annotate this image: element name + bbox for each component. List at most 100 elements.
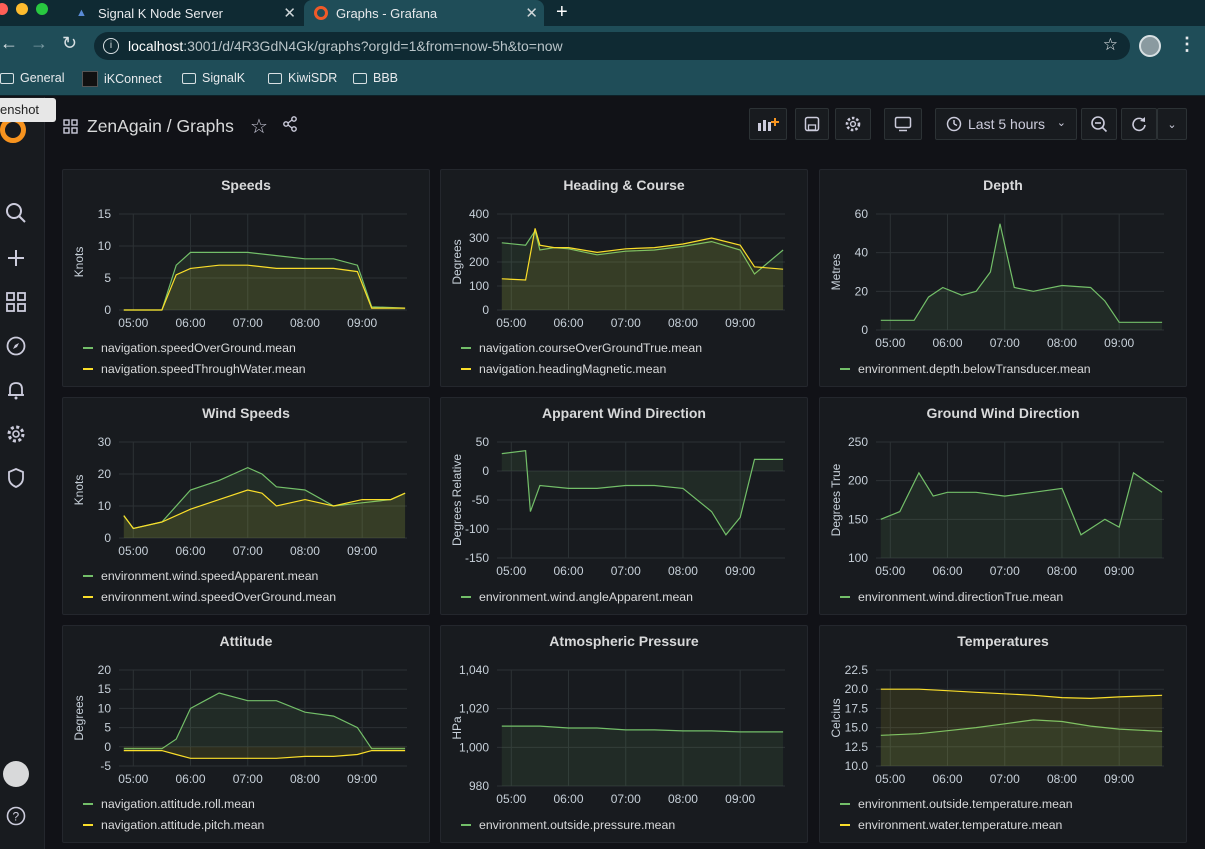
y-tick-label: 5 [104, 271, 111, 285]
panel-depth[interactable]: Depth 60 40 20 0 05:00 06:00 07:00 08:00 09:00 Met… [819, 169, 1187, 387]
avatar[interactable] [3, 761, 29, 787]
panel-heading[interactable]: Heading & Course 400 300 200 100 0 05:00 06:00 0… [440, 169, 808, 387]
help-icon[interactable]: ? [5, 805, 27, 827]
plus-icon[interactable]: + [556, 1, 568, 23]
panel-temps[interactable]: Temperatures 22.5 20.0 17.5 15.0 12.5 10.0 05:0… [819, 625, 1187, 843]
panel-title[interactable]: Depth [983, 177, 1023, 193]
plus-icon[interactable] [5, 247, 27, 269]
avatar[interactable] [1139, 35, 1161, 57]
legend-item[interactable]: environment.water.temperature.mean [840, 818, 1062, 832]
x-tick-label: 09:00 [1104, 772, 1134, 786]
y-tick-label: 15.0 [845, 721, 869, 735]
legend-label: navigation.courseOverGroundTrue.mean [479, 341, 703, 355]
chart-speeds: 15 10 5 0 05:00 06:00 07:00 08:00 09:00 Knots [72, 207, 407, 330]
dashboard-navbar: ZenAgain / Graphs ☆ Last 5 hours ⌄ ⌄ [45, 97, 1205, 155]
dashboards-icon[interactable] [5, 291, 27, 313]
legend-item[interactable]: navigation.headingMagnetic.mean [461, 362, 666, 376]
legend-item[interactable]: environment.outside.temperature.mean [840, 797, 1073, 811]
legend-label: navigation.headingMagnetic.mean [479, 362, 667, 376]
x-tick-label: 07:00 [990, 336, 1020, 350]
series-line [501, 228, 784, 281]
bookmark-kiwisdr[interactable]: KiwiSDR [268, 71, 337, 85]
panel-title[interactable]: Ground Wind Direction [926, 405, 1080, 421]
save-button[interactable] [795, 108, 829, 140]
shield-icon[interactable] [5, 467, 27, 489]
bookmark-signalk[interactable]: SignalK [182, 71, 245, 85]
star-icon[interactable]: ☆ [1102, 35, 1118, 54]
panel-title[interactable]: Heading & Course [563, 177, 685, 193]
chart-gwd: 250 200 150 100 05:00 06:00 07:00 08:00 09:00 Deg… [829, 435, 1164, 578]
y-tick-label: 40 [855, 246, 869, 260]
panel-speeds[interactable]: Speeds 15 10 5 0 05:00 06:00 07:00 08:00 09:00 Kno… [62, 169, 430, 387]
menu-icon[interactable]: ⋮ [1178, 34, 1196, 54]
gear-icon[interactable] [5, 423, 27, 445]
panel-title[interactable]: Attitude [219, 633, 273, 649]
bookmark-bbb[interactable]: BBB [353, 71, 398, 85]
panel-pressure[interactable]: Atmospheric Pressure 1,040 1,020 1,000 980 05… [440, 625, 808, 843]
legend-item[interactable]: navigation.courseOverGroundTrue.mean [461, 341, 702, 355]
panel-title[interactable]: Speeds [221, 177, 271, 193]
legend-item[interactable]: navigation.attitude.pitch.mean [83, 818, 264, 832]
search-icon[interactable] [5, 202, 27, 224]
panel-gwd[interactable]: Ground Wind Direction 250 200 150 100 05:00 06… [819, 397, 1187, 615]
forward-icon[interactable]: → [30, 33, 48, 53]
legend-item[interactable]: environment.wind.angleApparent.mean [461, 590, 693, 604]
legend-swatch [461, 347, 471, 349]
series-area [880, 223, 1163, 330]
legend-item[interactable]: environment.depth.belowTransducer.mean [840, 362, 1091, 376]
legend-label: environment.water.temperature.mean [858, 818, 1063, 832]
tv-mode-button[interactable] [884, 108, 922, 140]
legend-item[interactable]: navigation.attitude.roll.mean [83, 797, 255, 811]
minimize-window-button[interactable] [16, 3, 28, 15]
chart-heading: 400 300 200 100 0 05:00 06:00 07:00 08:00 09:00 De… [450, 207, 785, 330]
legend-item[interactable]: environment.wind.speedApparent.mean [83, 569, 318, 583]
refresh-button[interactable] [1121, 108, 1157, 140]
zoom-out-icon [1091, 116, 1108, 133]
panel-title[interactable]: Wind Speeds [202, 405, 290, 421]
bookmark-label: iKConnect [104, 72, 162, 86]
refresh-interval-dropdown[interactable]: ⌄ [1157, 108, 1187, 140]
add-panel-button[interactable] [749, 108, 787, 140]
star-icon[interactable]: ☆ [250, 116, 268, 138]
share-icon[interactable] [282, 116, 298, 137]
breadcrumb[interactable]: ZenAgain / Graphs [87, 116, 234, 136]
reload-icon[interactable]: ↻ [62, 33, 78, 53]
explore-icon[interactable] [5, 335, 27, 357]
panel-wind[interactable]: Wind Speeds 30 20 10 0 05:00 06:00 07:00 08:00 09… [62, 397, 430, 615]
tab-signalk[interactable]: ▲ Signal K Node Server ✕ [70, 0, 302, 26]
legend-label: environment.outside.pressure.mean [479, 818, 676, 832]
panel-title[interactable]: Atmospheric Pressure [549, 633, 699, 649]
browser-tab-bar: ▲ Signal K Node Server ✕ Graphs - Grafan… [0, 0, 1205, 26]
x-tick-label: 05:00 [875, 564, 905, 578]
x-tick-label: 05:00 [875, 772, 905, 786]
y-tick-label: 20 [98, 467, 112, 481]
panel-attitude[interactable]: Attitude 20 15 10 5 0 -5 05:00 06:00 07:00 08:00 09… [62, 625, 430, 843]
y-tick-label: 10 [98, 499, 112, 513]
bookmark-ikconnect[interactable]: iKConnect [82, 71, 162, 87]
panel-title[interactable]: Apparent Wind Direction [542, 405, 706, 421]
settings-button[interactable] [835, 108, 871, 140]
maximize-window-button[interactable] [36, 3, 48, 15]
tab-grafana[interactable]: Graphs - Grafana ✕ [304, 0, 544, 26]
legend-item[interactable]: navigation.speedThroughWater.mean [83, 362, 306, 376]
zoom-out-button[interactable] [1081, 108, 1117, 140]
legend-item[interactable]: environment.wind.speedOverGround.mean [83, 590, 336, 604]
legend-item[interactable]: navigation.speedOverGround.mean [83, 341, 296, 355]
close-window-button[interactable] [0, 3, 8, 15]
panel-title[interactable]: Temperatures [957, 633, 1049, 649]
y-axis-label: HPa [450, 716, 464, 740]
bookmark-general[interactable]: General [0, 71, 64, 85]
x-tick-label: 06:00 [176, 316, 206, 330]
back-icon[interactable]: ← [0, 33, 18, 53]
y-tick-label: 20 [98, 663, 112, 677]
legend-item[interactable]: environment.wind.directionTrue.mean [840, 590, 1063, 604]
time-range-picker[interactable]: Last 5 hours ⌄ [935, 108, 1077, 140]
close-tab-icon[interactable]: ✕ [525, 5, 538, 22]
y-tick-label: -5 [100, 759, 111, 773]
panel-awd[interactable]: Apparent Wind Direction 50 0 -50 -100 -150 05:… [440, 397, 808, 615]
close-tab-icon[interactable]: ✕ [283, 5, 296, 22]
x-tick-label: 05:00 [118, 544, 148, 558]
address-bar[interactable]: i localhost :3001/d/4R3GdN4Gk/graphs?org… [94, 32, 1130, 60]
legend-item[interactable]: environment.outside.pressure.mean [461, 818, 675, 832]
alert-icon[interactable] [5, 379, 27, 401]
